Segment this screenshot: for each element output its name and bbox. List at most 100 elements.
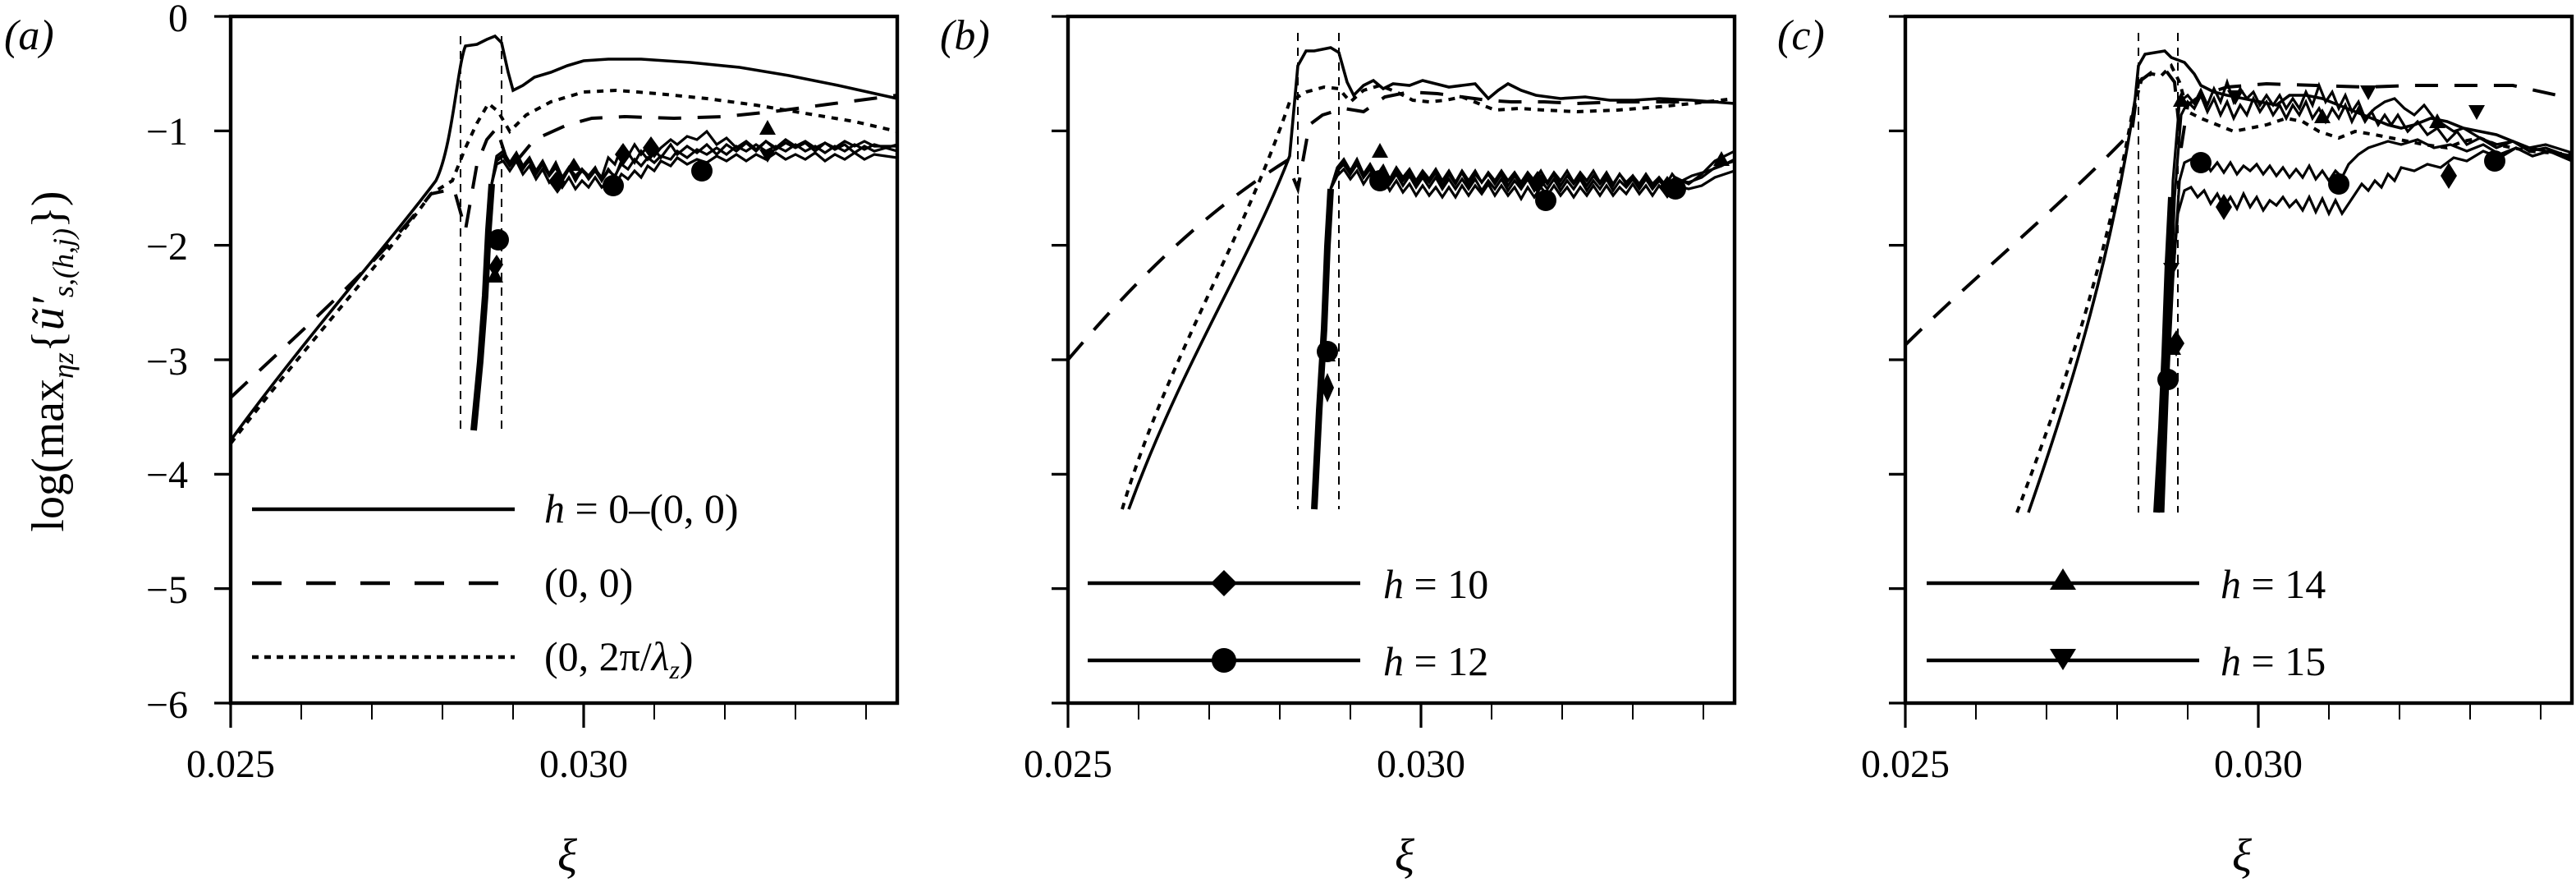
- legend-c: h = 14 h = 15: [1927, 561, 2326, 684]
- marker-diamond: [1659, 176, 1675, 199]
- svg-text:h = 15: h = 15: [2221, 638, 2326, 684]
- marker-diamond: [615, 143, 631, 166]
- series-h14: [2161, 92, 2572, 513]
- marker-circle: [603, 175, 624, 196]
- series-converging: [2153, 196, 2175, 513]
- x-tick-label: 0.025: [1024, 743, 1112, 786]
- panel-a: (a) 0 −1 −2 −3 −4 −5 −6: [4, 0, 900, 881]
- marker-triangle-down: [2163, 263, 2180, 278]
- y-tick-label: −5: [146, 568, 188, 612]
- marker-triangle-up: [759, 120, 776, 135]
- marker-diamond: [643, 136, 659, 159]
- legend-item: h = 0–(0, 0): [252, 485, 739, 531]
- x-axis-c: 0.025 0.030 ξ: [1861, 703, 2542, 881]
- marker-diamond: [1321, 373, 1334, 402]
- marker-circle: [488, 229, 509, 251]
- y-axis-title: log(maxηz{ũ′s,(h,j)}): [23, 191, 80, 531]
- series-02pi-dot: [2015, 62, 2572, 513]
- marker-triangle-up: [1319, 347, 1336, 361]
- marker-triangle-up: [1713, 151, 1730, 166]
- svg-text:h = 10: h = 10: [1383, 561, 1488, 607]
- marker-circle: [2484, 150, 2505, 172]
- panel-label-c: (c): [1777, 12, 1825, 59]
- marker-triangle-up: [566, 158, 582, 171]
- svg-text:(0, 0): (0, 0): [544, 559, 633, 605]
- series-00-dash: [1068, 90, 1735, 361]
- series-00-dash: [1905, 67, 2572, 347]
- series-h0-solid: [1127, 46, 1735, 510]
- series-h0-solid: [2027, 49, 2572, 513]
- marker-triangle-up: [2173, 92, 2189, 107]
- marker-triangle-down: [487, 264, 503, 278]
- y-axis-b: [1052, 15, 1068, 705]
- marker-triangle-down: [2360, 85, 2377, 100]
- marker-diamond: [1529, 171, 1546, 194]
- svg-text:(0, 2π/λz): (0, 2π/λz): [544, 633, 694, 684]
- series-02pi-dot: [1121, 83, 1735, 510]
- marker-circle: [2328, 173, 2349, 195]
- panel-label-b: (b): [940, 12, 990, 59]
- marker-diamond: [2441, 163, 2457, 189]
- marker-circle: [1535, 190, 1556, 211]
- series-converging: [470, 183, 495, 431]
- marker-triangle-down: [2227, 90, 2244, 105]
- marker-triangle-up: [2429, 113, 2445, 128]
- series-h15: [490, 143, 897, 185]
- marker-diamond: [2216, 194, 2232, 220]
- marker-triangle-down: [2468, 105, 2485, 120]
- series-h0-solid: [231, 34, 897, 442]
- series-h15: [1329, 159, 1735, 194]
- curves-b: [1068, 33, 1735, 510]
- x-axis-title: ξ: [1395, 830, 1414, 881]
- y-tick-label: −1: [146, 110, 188, 154]
- x-tick-label: 0.025: [186, 743, 275, 786]
- x-tick-label: 0.030: [1377, 743, 1465, 786]
- series-h10: [2158, 146, 2572, 513]
- panel-c: (c) 0.025 0.030 ξ: [1777, 12, 2574, 881]
- y-tick-label: −2: [146, 225, 188, 269]
- legend-item: h = 15: [1927, 638, 2326, 684]
- x-tick-label: 0.030: [2214, 743, 2303, 786]
- series-02pi-dot: [231, 88, 897, 445]
- panel-b: (b) 0.025 0.030 ξ: [940, 12, 1737, 881]
- marker-circle: [2157, 369, 2179, 390]
- marker-circle: [2190, 152, 2212, 173]
- legend-item: h = 10: [1088, 561, 1488, 607]
- curves-a: [231, 34, 897, 445]
- x-tick-label: 0.030: [539, 743, 628, 786]
- x-axis-a: 0.025 0.030 ξ: [186, 703, 867, 881]
- legend-item: h = 14: [1927, 561, 2326, 607]
- panel-label-a: (a): [4, 12, 54, 59]
- legend-b: h = 10 h = 12: [1088, 561, 1488, 684]
- marker-circle: [691, 160, 713, 182]
- series-h12: [490, 151, 897, 191]
- marker-circle: [1369, 170, 1391, 191]
- x-tick-label: 0.025: [1861, 743, 1950, 786]
- legend-a: h = 0–(0, 0) (0, 0) (0, 2π/λz): [252, 485, 739, 684]
- legend-item: h = 12: [1088, 638, 1488, 684]
- marker-diamond: [549, 171, 566, 194]
- y-tick-label: −6: [146, 683, 188, 727]
- series-h14: [1329, 149, 1735, 190]
- svg-text:h = 0–(0, 0): h = 0–(0, 0): [544, 485, 739, 531]
- series-00-dash: [231, 94, 897, 399]
- y-tick-label: 0: [168, 0, 188, 40]
- marker-triangle-up: [2314, 108, 2331, 123]
- curves-c: [1905, 33, 2572, 513]
- x-axis-title: ξ: [2232, 830, 2252, 881]
- y-axis-c: [1889, 15, 1905, 705]
- legend-item: (0, 0): [252, 559, 633, 605]
- x-axis-b: 0.025 0.030 ξ: [1024, 703, 1704, 881]
- marker-triangle-up: [2165, 340, 2181, 355]
- y-tick-label: −3: [146, 340, 188, 384]
- svg-text:h = 14: h = 14: [2221, 561, 2326, 607]
- marker-triangle-down: [759, 149, 776, 163]
- series-converging: [1311, 188, 1334, 510]
- legend-item: (0, 2π/λz): [252, 633, 694, 684]
- series-h12: [1329, 167, 1735, 202]
- svg-text:h = 12: h = 12: [1383, 638, 1488, 684]
- series-h15: [2160, 77, 2572, 513]
- y-axis-a: 0 −1 −2 −3 −4 −5 −6: [146, 0, 231, 727]
- y-tick-label: −4: [146, 453, 188, 497]
